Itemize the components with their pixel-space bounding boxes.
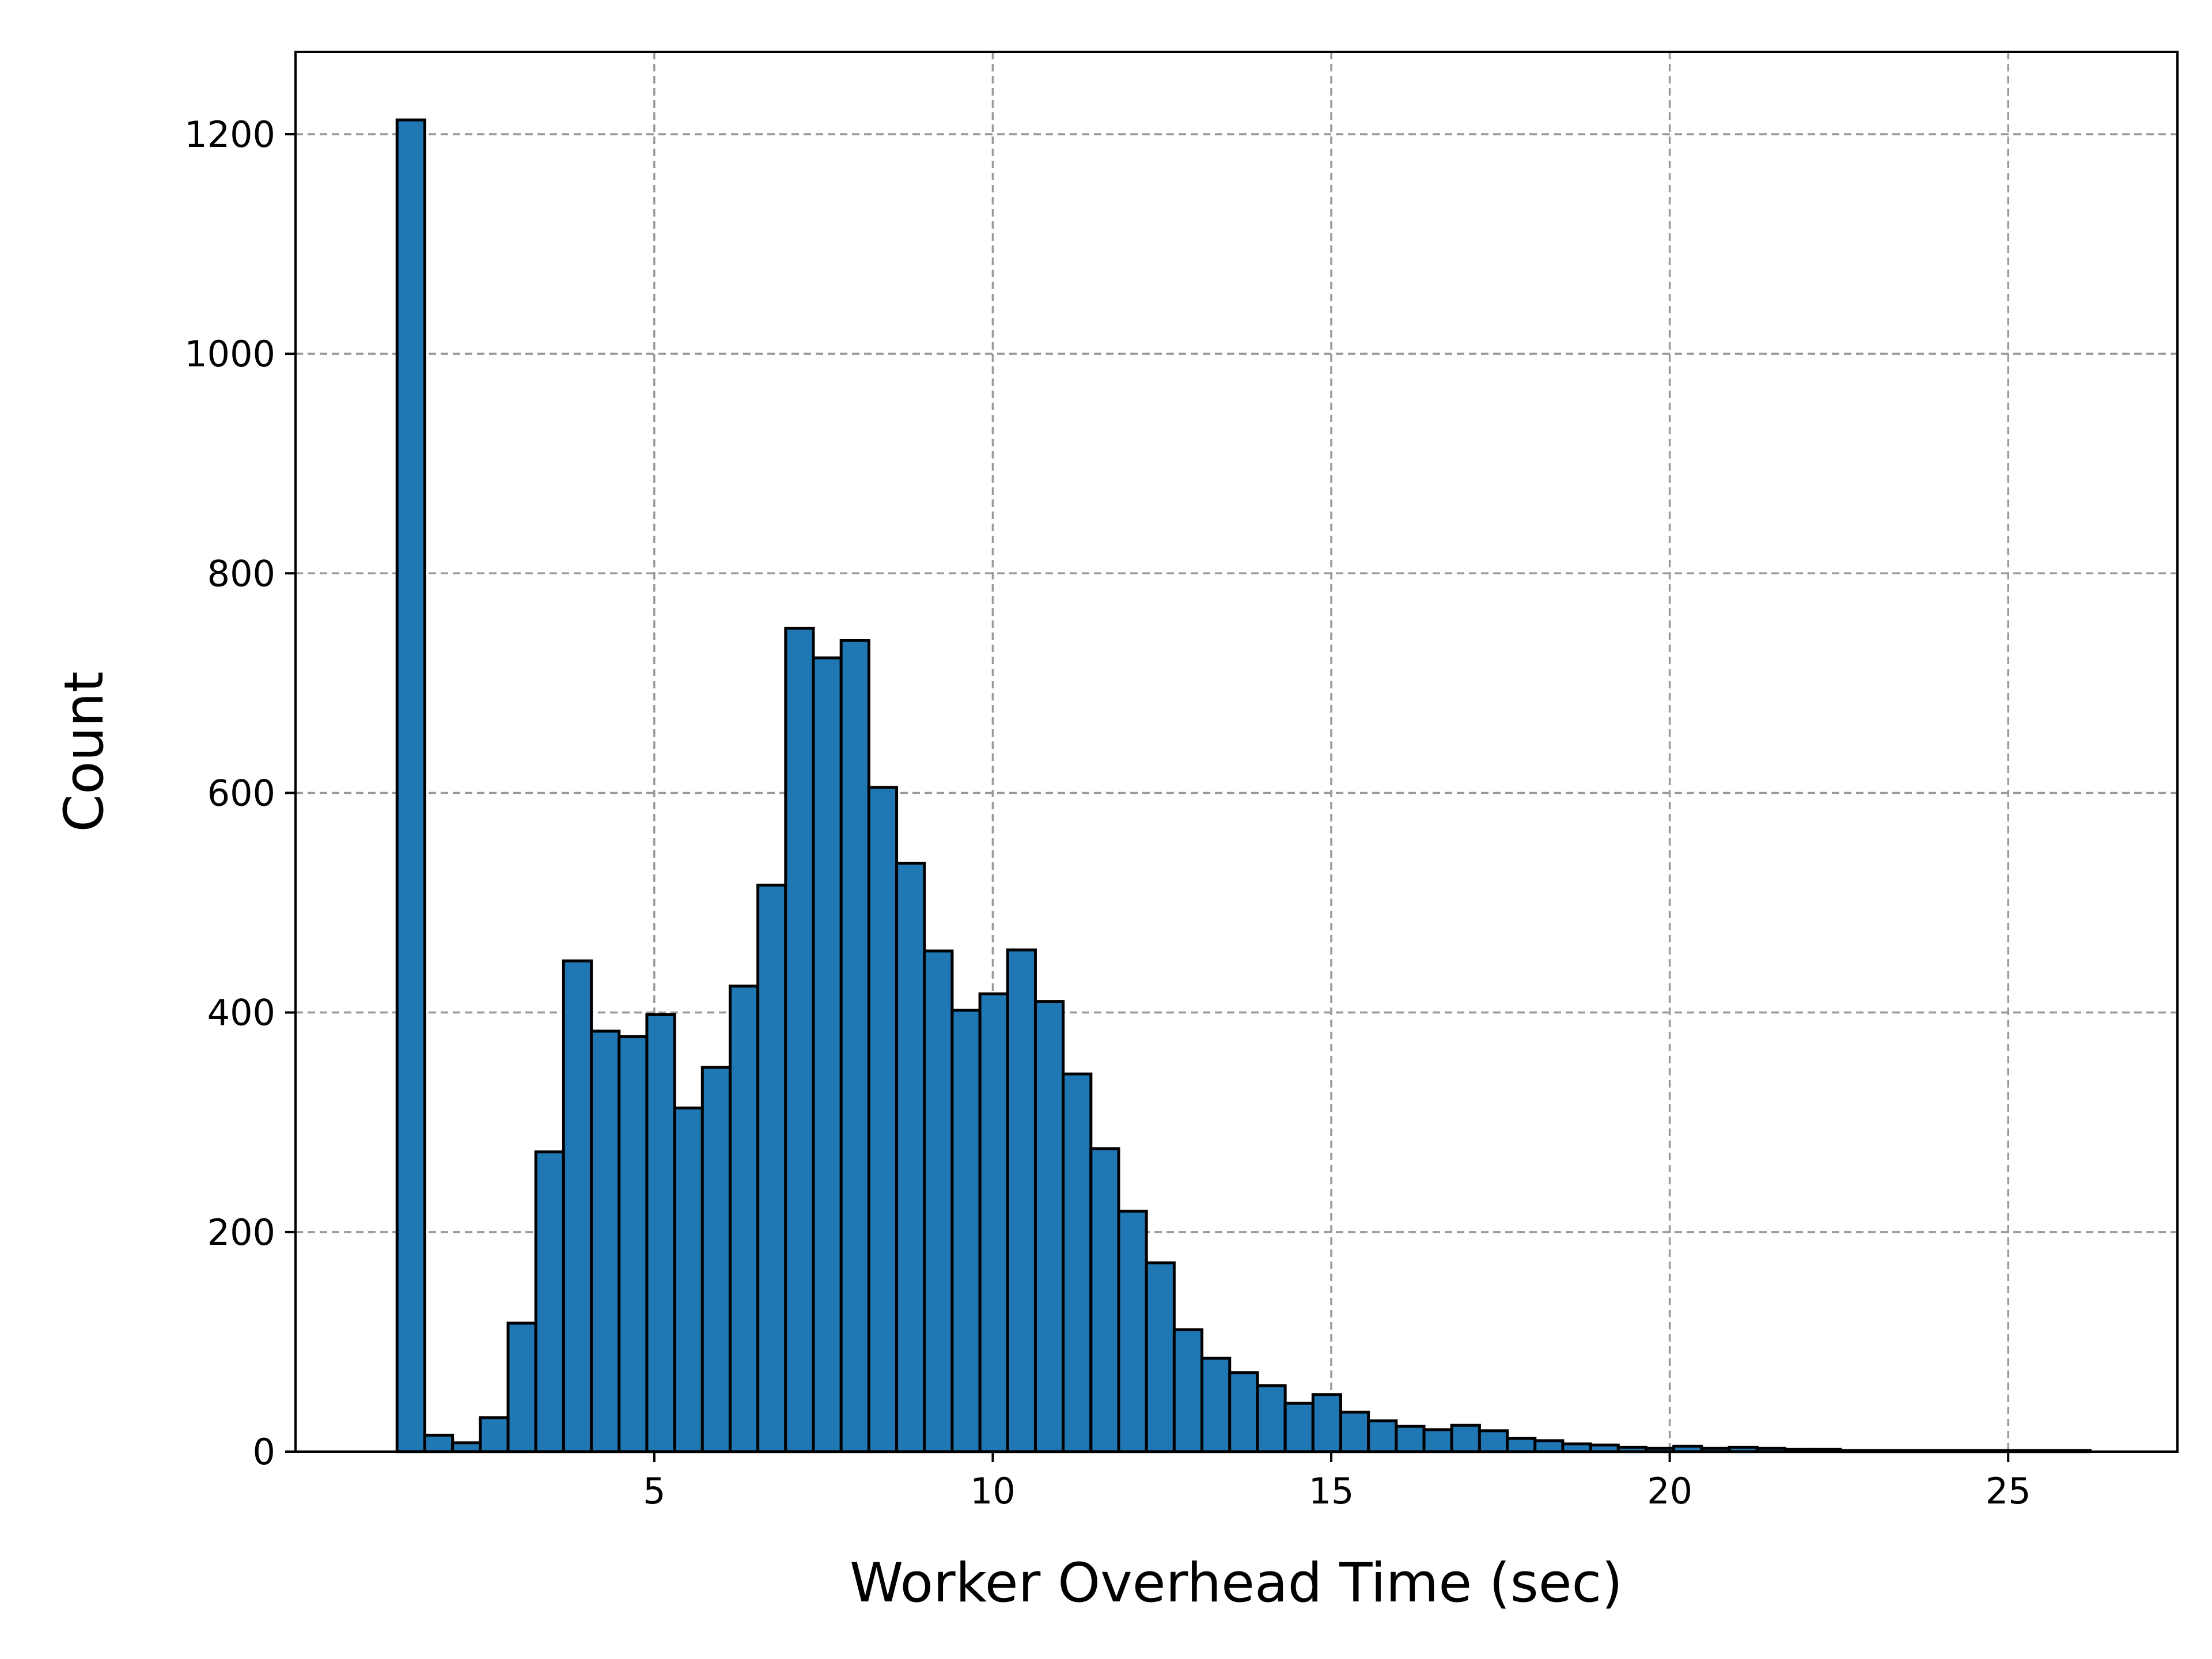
histogram-bar — [479, 1416, 510, 1453]
histogram-bar — [645, 1013, 676, 1453]
histogram-bar — [700, 1066, 732, 1453]
y-tick-label: 1000 — [184, 333, 275, 375]
y-tick-label: 0 — [253, 1431, 275, 1473]
histogram-bar — [812, 656, 843, 1453]
x-tick-label: 25 — [1986, 1470, 2031, 1512]
histogram-bar — [1228, 1371, 1259, 1453]
histogram-bar — [756, 884, 787, 1453]
y-tick-label: 1200 — [184, 113, 275, 156]
histogram-bar — [562, 959, 593, 1453]
histogram-bar — [395, 118, 426, 1453]
histogram-bar — [1311, 1393, 1342, 1453]
histogram-bar — [1033, 1000, 1065, 1453]
histogram-bar — [1283, 1402, 1315, 1453]
bar-layer — [395, 118, 2092, 1453]
histogram-bar — [618, 1035, 649, 1453]
histogram-bar — [1533, 1439, 1565, 1453]
histogram-bar — [1339, 1410, 1370, 1453]
histogram-bar — [950, 1009, 982, 1453]
axes-frame — [294, 51, 2179, 1453]
histogram-bar — [1089, 1147, 1120, 1453]
y-tick-label: 400 — [207, 992, 275, 1034]
y-axis-label: Count — [53, 671, 116, 832]
histogram-bar — [534, 1150, 565, 1453]
y-tick-label: 200 — [207, 1211, 275, 1253]
histogram-bar — [673, 1106, 704, 1453]
x-tick-label: 5 — [643, 1470, 665, 1512]
histogram-bar — [728, 984, 760, 1453]
histogram-bar — [978, 992, 1009, 1453]
tick-layer: 5 10 15 20 25 0 200 400 600 800 1000 1200 — [184, 113, 2031, 1512]
histogram-bar — [1006, 948, 1037, 1453]
x-axis-label: Worker Overhead Time (sec) — [850, 1552, 1623, 1615]
histogram-bar — [1256, 1384, 1287, 1453]
histogram-bar — [1561, 1442, 1592, 1453]
histogram-bar — [1506, 1437, 1537, 1453]
histogram-bar — [590, 1029, 621, 1453]
histogram-bar — [784, 627, 815, 1453]
histogram-bar — [506, 1321, 537, 1453]
histogram-bar — [1200, 1357, 1232, 1453]
histogram-bar — [1422, 1428, 1453, 1453]
histogram-bar — [1395, 1425, 1426, 1453]
histogram-bar — [867, 786, 899, 1453]
histogram-bar — [1145, 1261, 1176, 1453]
x-tick-label: 20 — [1647, 1470, 1692, 1512]
histogram-bar — [423, 1433, 454, 1453]
histogram-bar — [1117, 1210, 1148, 1453]
histogram-bar — [923, 949, 954, 1453]
x-tick-label: 15 — [1309, 1470, 1354, 1512]
histogram-bar — [895, 861, 926, 1453]
histogram-bar — [1478, 1429, 1509, 1453]
histogram-bar — [839, 639, 870, 1453]
x-tick-label: 10 — [970, 1470, 1016, 1512]
histogram-bar — [1062, 1072, 1093, 1453]
histogram-bar — [1172, 1328, 1204, 1453]
y-tick-label: 600 — [207, 772, 275, 814]
histogram-bar — [1450, 1423, 1481, 1453]
histogram-bar — [1367, 1419, 1398, 1453]
y-tick-label: 800 — [207, 552, 275, 594]
histogram-bar — [451, 1441, 482, 1453]
